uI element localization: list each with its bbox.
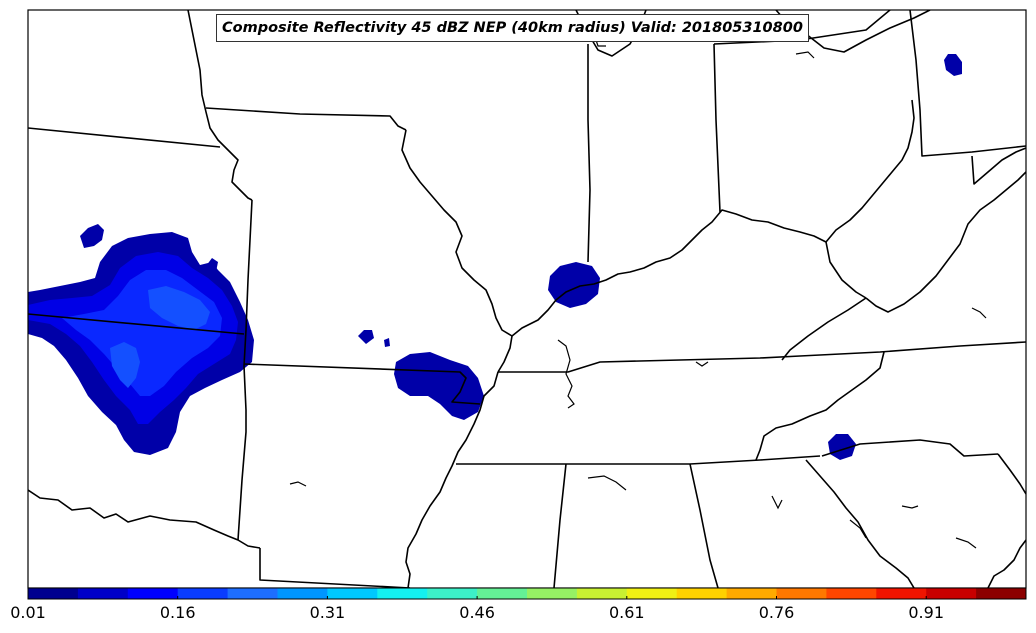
- lake-nc: [955, 537, 977, 549]
- boundary-iowa-missouri: [205, 107, 407, 131]
- prob-area-nebraska-blob: [80, 224, 104, 248]
- boundary-kentucky-tennessee: [498, 341, 1026, 373]
- prob-area-tennessee-spot: [828, 434, 856, 460]
- colorbar-segment: [726, 588, 777, 599]
- colorbar-tick-label: 0.91: [908, 603, 944, 622]
- boundary-alabama-georgia: [689, 463, 719, 588]
- colorbar-segment: [976, 588, 1027, 599]
- colorbar-segment: [377, 588, 428, 599]
- boundary-nebraska-kansas: [28, 127, 221, 148]
- boundary-kansas-oklahoma: [28, 313, 245, 335]
- colorbar-segment: [277, 588, 328, 599]
- colorbar-tick-label: 0.76: [758, 603, 795, 622]
- colorbar-tick-label: 0.01: [10, 603, 46, 622]
- boundary-mississippi-alabama: [553, 463, 567, 588]
- boundary-oklahoma-arkansas: [237, 365, 247, 541]
- colorbar-segment: [327, 588, 378, 599]
- prob-area-west-level4b: [110, 342, 140, 388]
- colorbar-segment: [776, 588, 827, 599]
- boundary-kentucky-virginia: [781, 297, 867, 361]
- boundary-kentucky-wv: [825, 241, 867, 299]
- colorbar-segment: [926, 588, 977, 599]
- boundary-wv-maryland: [971, 147, 1026, 185]
- boundary-tennessee-nc: [755, 351, 885, 461]
- colorbar-segment: [527, 588, 578, 599]
- colorbar-segment: [77, 588, 129, 599]
- colorbar-tick-label: 0.31: [309, 603, 346, 622]
- boundary-oklahoma-texas: [28, 489, 261, 549]
- colorbar-segment: [576, 588, 628, 599]
- lake-cumberland: [695, 361, 709, 367]
- lakes-layer: [289, 39, 987, 549]
- colorbar-tick-label: 0.61: [608, 603, 645, 622]
- boundary-georgia-coast: [987, 539, 1026, 588]
- colorbar-tick-label: 0.16: [159, 603, 196, 622]
- colorbar-border: [27, 587, 1027, 600]
- boundary-illinois-indiana: [587, 44, 591, 263]
- lake-sc-2: [901, 505, 919, 509]
- lake-wv: [971, 307, 987, 319]
- colorbar-segment: [227, 588, 278, 599]
- boundary-texas-arkansas: [259, 548, 411, 588]
- lake-guntersville: [587, 475, 627, 491]
- boundary-wv-virginia: [865, 171, 1026, 313]
- boundary-missouri-arkansas: [243, 363, 481, 405]
- boundary-ohio-wv-river: [825, 99, 915, 243]
- lake-sc-1: [849, 519, 867, 539]
- prob-area-missouri-dot-2: [384, 338, 390, 347]
- prob-area-west-level4: [148, 286, 210, 330]
- boundary-carolina-coast: [997, 453, 1026, 495]
- colorbar-segment: [127, 588, 179, 599]
- boundary-georgia-sc: [805, 459, 915, 588]
- colorbar-segment: [477, 588, 528, 599]
- prob-area-pennsylvania-spot: [944, 54, 962, 76]
- boundary-pennsylvania-ohio: [909, 10, 1026, 157]
- boundary-indiana-ohio: [713, 43, 721, 213]
- boundary-ohio-michigan: [713, 10, 891, 45]
- colorbar-segment: [177, 588, 229, 599]
- lake-kentucky: [557, 339, 575, 409]
- state-boundaries: [28, 10, 1026, 588]
- colorbar-tick-label: 0.46: [459, 603, 495, 622]
- probability-fill-layer: [28, 54, 962, 460]
- lake-erie-island: [795, 51, 815, 59]
- map-title: Composite Reflectivity 45 dBZ NEP (40km …: [216, 14, 809, 42]
- boundary-iowa-missouri-river: [187, 10, 253, 201]
- boundary-nc-sc: [821, 439, 999, 457]
- lake-michigan-mark: [595, 39, 606, 47]
- colorbar-ticks: [27, 596, 927, 599]
- colorbar-segment: [626, 588, 678, 599]
- colorbar-segment: [876, 588, 927, 599]
- prob-area-missouri-dot-1: [358, 330, 374, 344]
- colorbar-segment: [826, 588, 877, 599]
- lake-ok: [289, 481, 307, 487]
- lake-georgia: [771, 495, 783, 510]
- colorbar: [28, 588, 1027, 599]
- colorbar-segment: [28, 588, 79, 599]
- boundary-ohio-river: [511, 209, 827, 337]
- colorbar-segment: [676, 588, 728, 599]
- boundary-mississippi-lower: [405, 371, 499, 588]
- boundary-kansas-missouri: [243, 199, 253, 367]
- prob-area-kansas-dot: [206, 258, 218, 272]
- colorbar-segment: [427, 588, 478, 599]
